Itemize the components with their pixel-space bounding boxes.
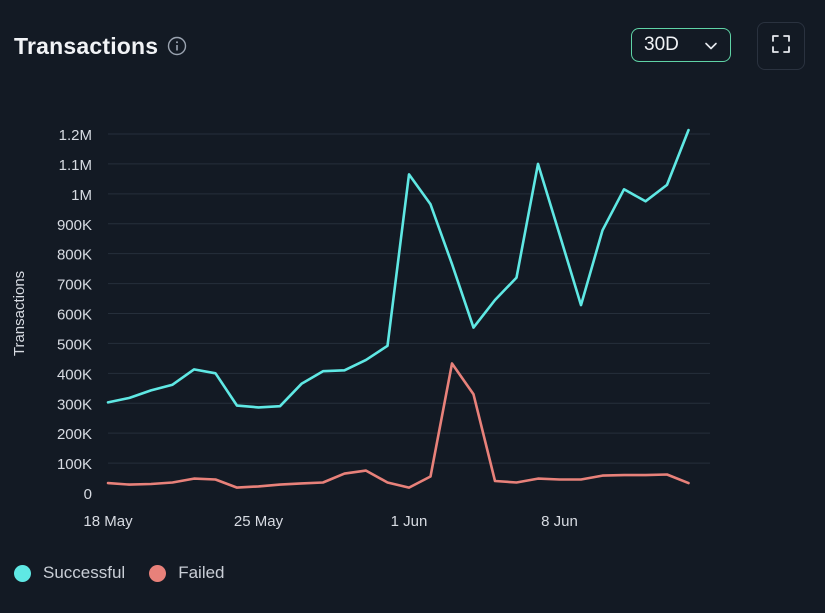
x-tick-label: 25 May [234, 513, 284, 530]
legend-label-successful: Successful [43, 563, 126, 582]
chart-title: Transactions [14, 32, 159, 59]
chart-header: Transactions [14, 28, 187, 64]
y-tick-label: 1M [71, 187, 92, 204]
successful-series-line [106, 128, 690, 409]
y-tick-label: 500K [57, 336, 92, 353]
chart-legend: Successful Failed [14, 562, 249, 584]
chevron-down-icon [704, 39, 718, 53]
legend-label-failed: Failed [178, 563, 225, 582]
x-tick-label: 18 May [83, 513, 133, 530]
legend-item-failed[interactable]: Failed [149, 563, 225, 583]
y-tick-label: 1.1M [59, 157, 92, 174]
y-axis-label: Transactions [11, 271, 28, 356]
legend-swatch-successful [14, 564, 31, 582]
y-tick-label: 1.2M [59, 127, 92, 144]
info-icon[interactable] [167, 36, 187, 56]
x-tick-label: 8 Jun [541, 513, 578, 530]
legend-item-successful[interactable]: Successful [14, 563, 125, 583]
expand-icon [771, 34, 791, 59]
y-tick-label: 800K [57, 247, 92, 264]
expand-button[interactable] [757, 22, 805, 70]
time-range-value: 30D [644, 34, 679, 55]
time-range-select[interactable]: 30D [631, 28, 731, 62]
failed-series-line [106, 362, 690, 489]
y-tick-label: 100K [57, 456, 92, 473]
x-tick-label: 1 Jun [391, 513, 428, 530]
y-tick-label: 900K [57, 217, 92, 234]
y-tick-label: 300K [57, 396, 92, 413]
transactions-line-chart: 0 100K 200K 300K 400K 500K 600K 700K 800K 900K 1M 1… [11, 127, 710, 530]
y-tick-label: 700K [57, 277, 92, 294]
y-tick-label: 200K [57, 426, 92, 443]
y-tick-label: 400K [57, 366, 92, 383]
y-tick-label: 600K [57, 307, 92, 324]
y-tick-label: 0 [84, 486, 92, 503]
legend-swatch-failed [149, 564, 167, 582]
